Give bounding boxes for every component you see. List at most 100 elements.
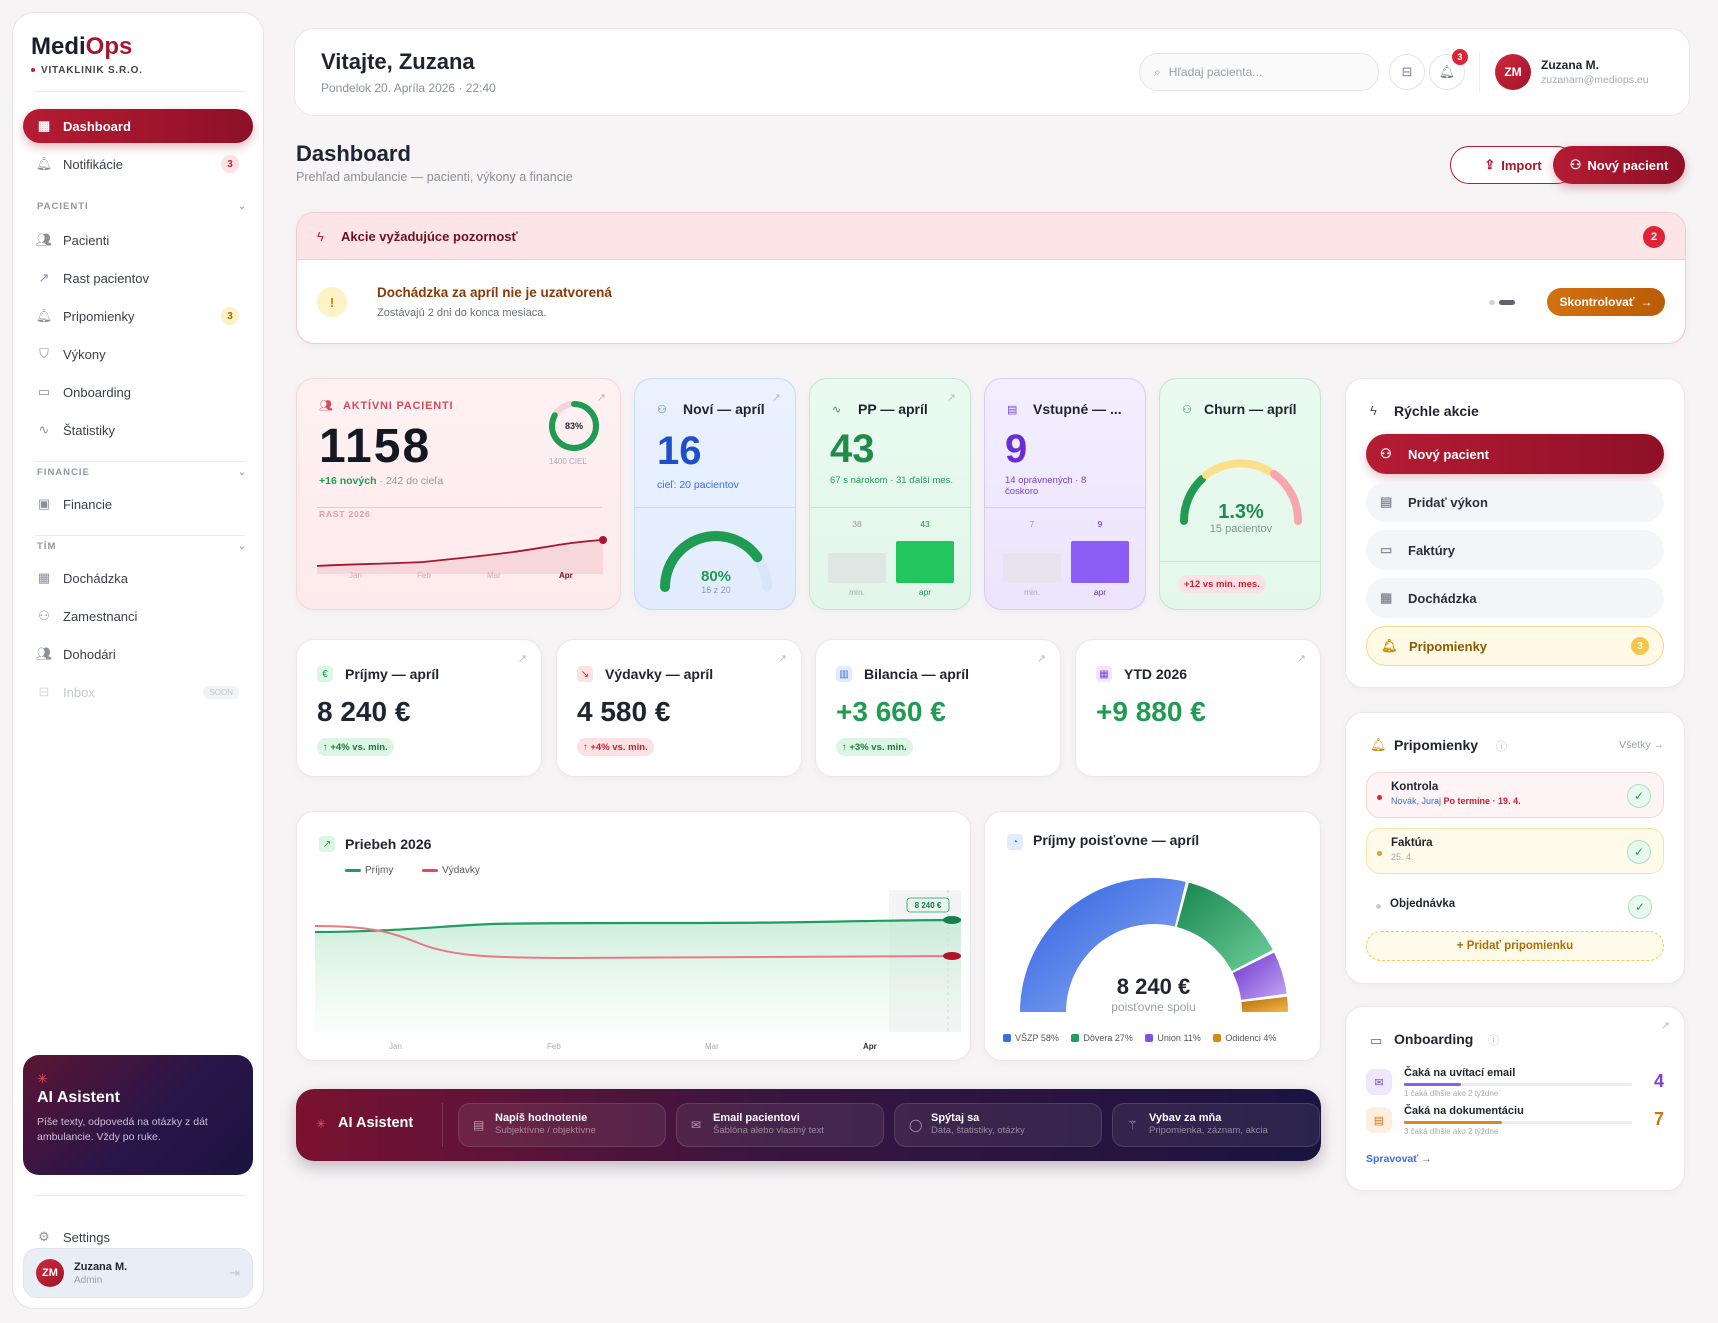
notifications-button[interactable]: 🔔︎ 3 [1429,49,1468,90]
user-minus-icon: ⚇ [1182,404,1192,416]
kpi-pp-title: PP — apríl [858,401,928,417]
insurers-title: Príjmy poisťovne — apríl [1033,832,1200,848]
ai-chip-ask[interactable]: ◯ Spýtaj sa Dáta, štatistiky, otázky [894,1103,1102,1147]
kpi-new-patients[interactable]: ↗ ⚇ Noví — apríl 16 cieľ: 20 pacientov 8… [634,378,796,610]
header-user-name: Zuzana M. [1541,58,1600,72]
user-plus-icon: ⚇ [1380,446,1392,461]
ai-chip-do[interactable]: ⚚ Vybav za mňa Pripomienka, záznam, akcia [1112,1103,1320,1147]
inbox-button[interactable]: ⊟ [1389,54,1425,90]
section-patients[interactable]: PACIENTI ⌄ [37,201,247,212]
invoice-icon: ▭ [1380,542,1393,557]
carousel-dot[interactable] [1489,300,1495,305]
add-reminder-button[interactable]: + Pridať pripomienku [1366,931,1664,961]
onboarding-manage-link[interactable]: Spravovať → [1366,1153,1432,1165]
check-icon[interactable]: ✓ [1627,784,1651,808]
reminder-item[interactable]: Kontrola Novák, Juraj Po termíne · 19. 4… [1366,772,1664,818]
sidebar-item-dashboard[interactable]: ▦ Dashboard [23,109,253,143]
alert-panel: ϟ Akcie vyžadujúce pozornosť 2 ! Dochádz… [296,212,1686,344]
churn-gauge [1179,459,1303,525]
users-icon: 👥︎ [35,232,53,247]
fin-title: Príjmy — apríl [345,666,440,682]
insurer-slice [1176,882,1273,972]
fin-value: +3 660 € [836,696,946,727]
sidebar-item-contractors[interactable]: 👥︎ Dohodári [35,646,116,662]
fin-ytd[interactable]: ↗ ▦ YTD 2026 +9 880 € [1075,639,1321,777]
arrow-right-icon: → [1640,295,1653,309]
sidebar-item-finance[interactable]: ▣ Financie [37,496,113,512]
ring-pct: 83% [565,421,583,431]
sidebar-item-onboarding[interactable]: ▭ Onboarding [37,384,131,400]
ai-chip-email[interactable]: ✉ Email pacientovi Šablóna alebo vlastný t… [676,1103,884,1147]
user-name: Zuzana M. [74,1260,128,1273]
goal-ring: 83% [549,401,599,451]
trend-tag: 8 240 € [915,901,942,910]
inbox-icon: ⊟ [38,684,50,699]
fin-title: Bilancia — apríl [864,666,970,682]
quick-attendance[interactable]: ▦ Dochádzka [1366,578,1664,618]
fin-balance[interactable]: ↗ ▥ Bilancia — apríl +3 660 € ↑ +3% vs. … [815,639,1061,777]
page-title: Dashboard [296,141,411,166]
logout-icon[interactable]: ⇥ [229,1265,240,1280]
section-finance[interactable]: FINANCIE ⌄ [37,467,247,478]
onboarding-item[interactable]: ▤ Čaká na dokumentáciu 3 čaká dlhšie ako… [1366,1105,1664,1139]
new-gauge: 80% 16 z 20 [660,531,772,595]
sidebar-item-services[interactable]: ⛉ Výkony [23,337,253,371]
fin-expenses[interactable]: ↗ ↘ Výdavky — apríl 4 580 € ↑ +4% vs. mi… [556,639,802,777]
sidebar-item-settings[interactable]: ⚙ Settings [38,1229,110,1245]
quick-title: Rýchle akcie [1394,403,1479,419]
divider [1479,51,1480,93]
kpi-active-patients[interactable]: ↗ 👥︎ AKTÍVNI PACIENTI 1158 +16 nových · … [296,378,621,610]
growth-sparkline [316,536,607,574]
onboarding-item[interactable]: ✉ Čaká na uvítací email 1 čaká dlhšie ak… [1366,1067,1664,1101]
section-team[interactable]: TÍM ⌄ [37,541,247,552]
sidebar-item-notifications[interactable]: 🔔︎ Notifikácie 3 [23,147,253,181]
inbox-icon: ⊟ [1401,64,1413,79]
sidebar-item-reminders[interactable]: 🔔︎ Pripomienky 3 [23,299,253,333]
document-icon: ▤ [1366,1107,1392,1133]
ai-chip-review[interactable]: ▤ Napíš hodnotenie Subjektívne / objektívn… [458,1103,666,1147]
sidebar-item-employees[interactable]: ⚇ Zamestnanci [38,608,138,624]
sidebar-item-patients[interactable]: 👥︎ Pacienti [35,232,110,248]
chat-icon: ◯ [909,1118,923,1132]
insurers-card: ◔ Príjmy poisťovne — apríl 8 240 € poisť… [984,811,1321,1061]
reminder-item[interactable]: Objednávka ✓ [1366,884,1664,930]
users-icon: 👥︎ [319,400,333,412]
ai-assistant-card[interactable]: ✳ AI Asistent Píše texty, odpovedá na ot… [23,1055,253,1175]
fin-value: 4 580 € [577,696,671,727]
reminders-all-link[interactable]: Všetky → [1619,739,1664,751]
new-patient-button[interactable]: ⚇ Nový pacient [1553,146,1685,184]
quick-new-patient[interactable]: ⚇ Nový pacient [1366,434,1664,474]
fin-income[interactable]: ↗ € Príjmy — apríl 8 240 € ↑ +4% vs. min… [296,639,542,777]
check-button[interactable]: Skontrolovať → [1547,288,1665,316]
carousel-dot-active[interactable] [1499,300,1515,305]
fin-pill: ↑ +4% vs. min. [577,738,654,756]
sidebar-item-growth[interactable]: ↗ Rast pacientov [38,270,149,286]
alert-item-desc: Zostávajú 2 dni do konca mesiaca. [377,307,547,319]
notifications-badge: 3 [221,155,239,173]
info-icon: ⓘ [1496,741,1507,753]
quick-invoices[interactable]: ▭ Faktúry [1366,530,1664,570]
check-icon[interactable]: ✓ [1627,840,1651,864]
bell-icon: 🔔︎ [1438,64,1456,79]
kpi-churn-value: 1.3% [1218,501,1264,523]
check-icon[interactable]: ✓ [1628,895,1652,919]
kpi-entry[interactable]: ▤ Vstupné — ... 9 14 oprávnených · 8 čos… [984,378,1146,610]
avatar[interactable]: ZM [1495,54,1531,90]
info-icon: ⓘ [1488,1035,1499,1047]
search-input[interactable]: ⌕ Hľadaj pacienta... [1139,53,1379,91]
bell-icon: 🔔︎ [35,308,53,323]
gauge-sub: 16 z 20 [701,585,731,595]
sidebar-item-attendance[interactable]: ▦ Dochádzka [37,570,129,586]
kpi-pp[interactable]: ↗ ∿ PP — apríl 43 67 s nárokom · 31 ďalš… [809,378,971,610]
quick-add-service[interactable]: ▤ Pridať výkon [1366,482,1664,522]
sidebar-item-stats[interactable]: ∿ Štatistiky [38,422,116,438]
quick-actions-card: ϟ Rýchle akcie ⚇ Nový pacient ▤ Pridať výk… [1345,378,1685,688]
kpi-churn[interactable]: ⚇ Churn — apríl 1.3% 15 pacientov +12 vs… [1159,378,1321,610]
user-card[interactable]: ZM Zuzana M. Admin ⇥ [23,1248,253,1298]
trend-icon: ↗ [319,836,335,852]
reminder-item[interactable]: Faktúra 25. 4. ✓ [1366,828,1664,874]
alert-item-title: Dochádzka za apríl nie je uzatvorená [377,285,612,300]
external-link-icon: ↗ [1036,653,1046,665]
logo[interactable]: MediOps [31,33,133,60]
quick-reminders[interactable]: 🔔︎ Pripomienky 3 [1366,626,1664,666]
